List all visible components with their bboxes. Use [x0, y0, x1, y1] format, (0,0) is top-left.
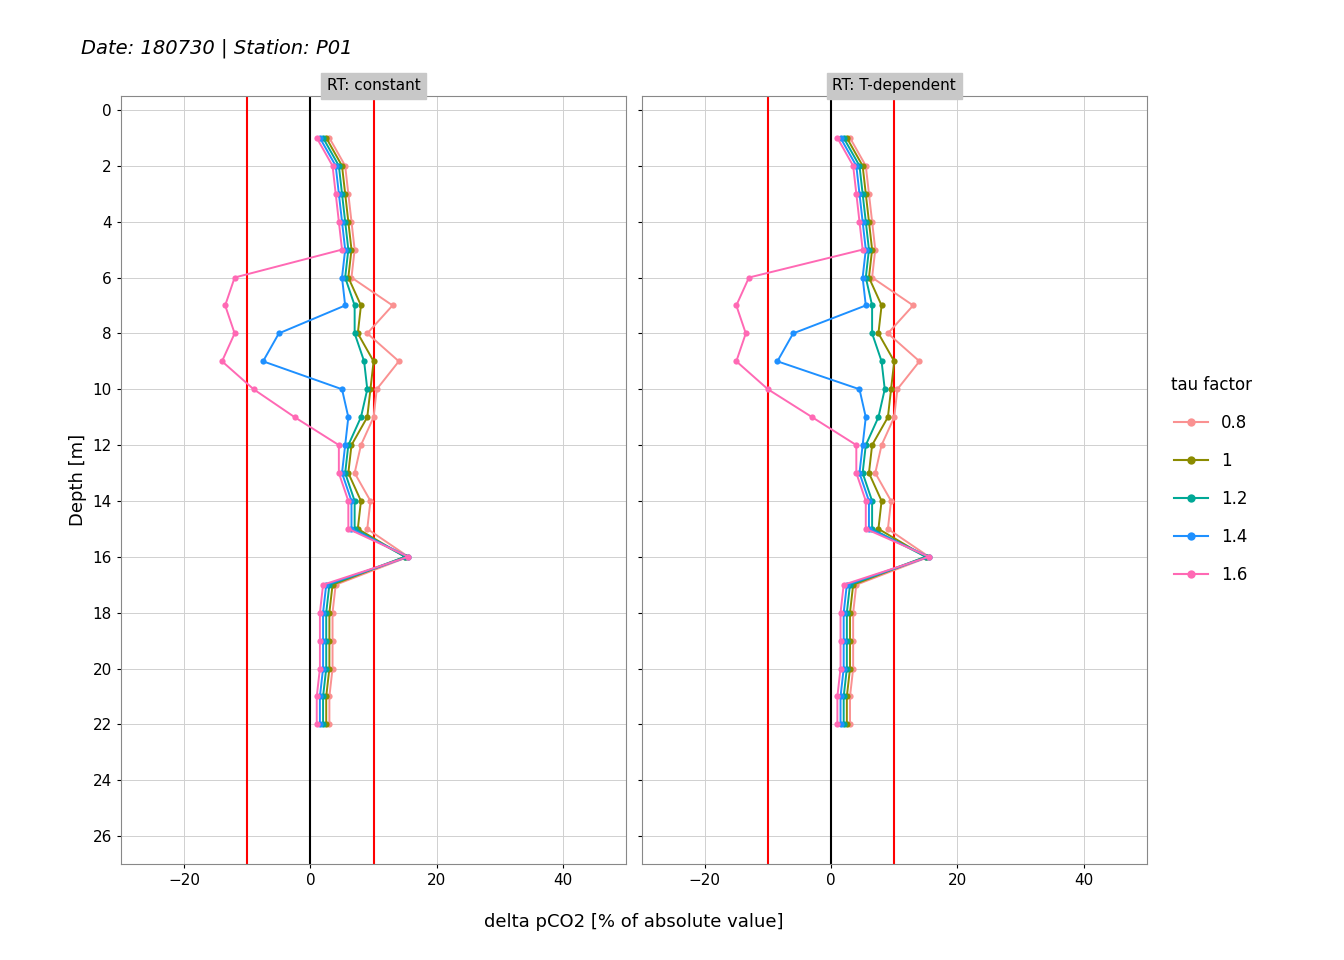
Title: RT: constant: RT: constant [327, 79, 421, 93]
Y-axis label: Depth [m]: Depth [m] [69, 434, 87, 526]
Text: Date: 180730 | Station: P01: Date: 180730 | Station: P01 [81, 38, 352, 58]
Text: delta pCO2 [% of absolute value]: delta pCO2 [% of absolute value] [484, 913, 784, 931]
Legend: 0.8, 1, 1.2, 1.4, 1.6: 0.8, 1, 1.2, 1.4, 1.6 [1171, 376, 1251, 584]
Title: RT: T-dependent: RT: T-dependent [832, 79, 956, 93]
